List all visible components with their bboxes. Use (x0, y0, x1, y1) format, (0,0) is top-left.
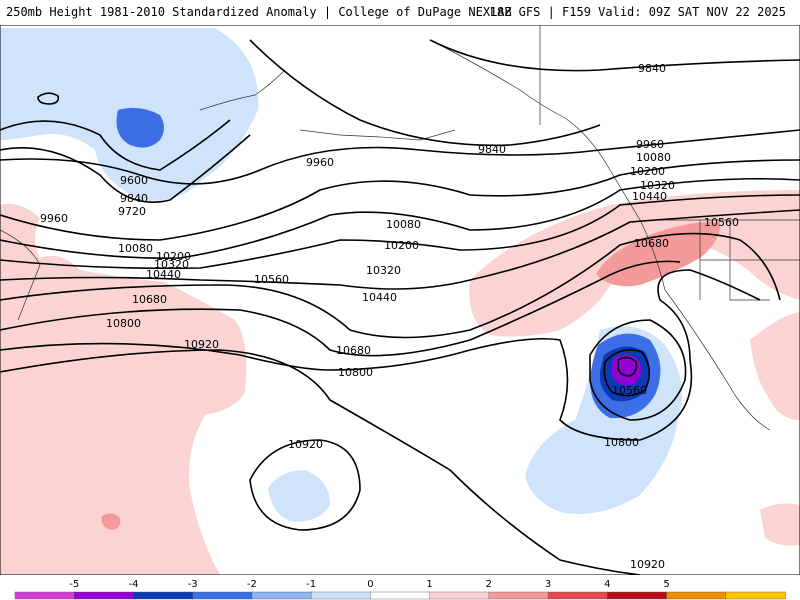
label-10680-west: 10680 (132, 293, 167, 306)
label-9840-ak: 9840 (478, 143, 506, 156)
contour-10080 (0, 159, 800, 241)
neg-anomaly-subtropical (268, 470, 330, 522)
contour-10680 (0, 260, 681, 357)
label-10200-mid: 10200 (384, 239, 419, 252)
color-legend: -5 -4 -3 -2 -1 0 1 2 3 4 5 (14, 579, 786, 600)
legend-swatch (547, 591, 609, 600)
height-contours (0, 39, 800, 575)
legend-swatch (488, 591, 549, 600)
contour-10440 (0, 209, 800, 290)
label-10680-mid: 10680 (336, 344, 371, 357)
legend-swatch (133, 591, 194, 600)
legend-tick-label: -5 (69, 579, 79, 590)
legend-swatch (666, 591, 727, 600)
contour-10200 (0, 177, 800, 259)
contour-9840-ak (249, 39, 601, 147)
contour-9600 (0, 119, 231, 171)
label-10560-west: 10560 (254, 273, 289, 286)
neg-anomaly-siberia-core (116, 107, 164, 148)
label-10920-west: 10920 (184, 338, 219, 351)
contour-10560 (0, 232, 781, 339)
legend-swatch (251, 591, 312, 600)
contour-10920-closed (249, 439, 361, 531)
legend-swatch (74, 591, 135, 600)
label-10320-east: 10320 (640, 179, 675, 192)
legend-tick-label: 0 (367, 579, 373, 590)
label-10200-east: 10200 (630, 165, 665, 178)
legend-tick-label: 3 (545, 579, 551, 590)
label-10080-east: 10080 (636, 151, 671, 164)
label-9960-west: 9960 (40, 212, 68, 225)
contour-low-ring-1 (589, 319, 687, 421)
title-bar: 250mb Height 1981-2010 Standardized Anom… (0, 0, 800, 25)
label-10800-low: 10800 (604, 436, 639, 449)
label-9960-east: 9960 (636, 138, 664, 151)
label-10320-west: 10320 (154, 258, 189, 271)
legend-tick-label: -2 (247, 579, 257, 590)
label-10920-mid: 10920 (288, 438, 323, 451)
legend-tick-label: -4 (128, 579, 138, 590)
map-title: 250mb Height 1981-2010 Standardized Anom… (6, 5, 512, 19)
legend-swatch (607, 591, 668, 600)
contour-low-ring-3 (617, 356, 638, 377)
label-10320-mid: 10320 (366, 264, 401, 277)
pos-anomaly-mexico (750, 312, 800, 420)
label-9720: 9720 (118, 205, 146, 218)
label-10200-west: 10200 (156, 250, 191, 263)
label-10560-low: 10560 (612, 384, 647, 397)
legend-tick-label: -1 (306, 579, 316, 590)
legend-tick-label: 5 (663, 579, 669, 590)
neg-anomaly-low-4 (611, 354, 642, 386)
legend-tick-label: 2 (486, 579, 492, 590)
contour-10800 (0, 269, 761, 441)
label-10680-east: 10680 (634, 237, 669, 250)
legend-swatch (310, 591, 372, 600)
label-9960-mid: 9960 (306, 156, 334, 169)
legend-swatch (14, 591, 75, 600)
pos-anomaly-west (0, 203, 247, 575)
contour-9840-north (429, 39, 800, 72)
label-9600: 9600 (120, 174, 148, 187)
pos-anomaly-dot (101, 513, 121, 530)
label-10440-east: 10440 (632, 190, 667, 203)
legend-swatch (725, 591, 786, 600)
kamchatka (199, 69, 286, 111)
contour-labels: 9840 9840 9840 9960 9960 9960 9600 9720 … (40, 62, 739, 571)
asia-coast (0, 229, 41, 321)
label-9840-north: 9840 (638, 62, 666, 75)
legend-swatch (370, 591, 431, 600)
contour-low-ring-2 (603, 349, 651, 397)
contour-9960 (0, 129, 800, 185)
anomaly-shading (0, 28, 800, 575)
label-10440-mid: 10440 (362, 291, 397, 304)
label-10800-west: 10800 (106, 317, 141, 330)
label-9840-west: 9840 (120, 192, 148, 205)
contour-9720 (0, 134, 251, 203)
alaska-coast (429, 39, 771, 431)
label-10560-ne: 10560 (704, 216, 739, 229)
label-10920-south: 10920 (630, 558, 665, 571)
label-10080-mid: 10080 (386, 218, 421, 231)
contour-10920 (0, 349, 641, 575)
aleutians (299, 129, 456, 141)
label-10440-west: 10440 (146, 268, 181, 281)
label-10800-mid: 10800 (338, 366, 373, 379)
label-10080-west: 10080 (118, 242, 153, 255)
height-anomaly-map: 9840 9840 9840 9960 9960 9960 9600 9720 … (0, 25, 800, 575)
legend-bar (14, 591, 786, 600)
contour-10320 (0, 194, 800, 270)
legend-tick-label: 4 (604, 579, 610, 590)
legend-swatch (429, 591, 490, 600)
pos-anomaly-northeast-core (596, 221, 721, 287)
legend-tick-label: -3 (188, 579, 198, 590)
pos-anomaly-se (760, 503, 800, 546)
run-info: 18Z GFS | F159 Valid: 09Z SAT NOV 22 202… (489, 5, 786, 19)
contour-siberia-low (37, 92, 60, 105)
legend-ticks: -5 -4 -3 -2 -1 0 1 2 3 4 5 (69, 579, 669, 590)
legend-swatch (192, 591, 253, 600)
legend-tick-label: 1 (426, 579, 432, 590)
